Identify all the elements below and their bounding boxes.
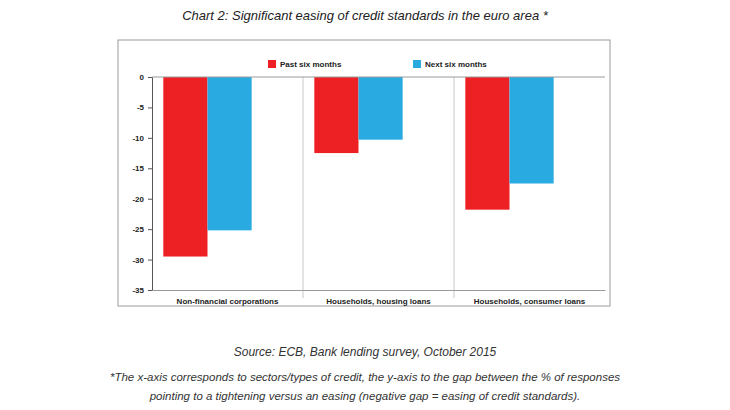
y-tick-label: -35 [132, 286, 144, 295]
y-axis-line [148, 78, 153, 291]
y-tick-label: 0 [140, 73, 145, 82]
y-tick: -30 [132, 256, 152, 265]
bar [314, 77, 358, 153]
x-tick: Households, housing loans [326, 297, 431, 306]
x-tick: Households, consumer loans [474, 297, 586, 306]
legend: Past six months Next six months [268, 60, 487, 69]
y-axis: -35 -30 -25 -20 -15 -10 -5 0 [132, 73, 152, 295]
footnote: pointing to a tightening versus an easin… [149, 390, 581, 402]
x-tick-label: Households, housing loans [326, 297, 431, 306]
y-tick-label: -20 [132, 195, 144, 204]
legend-swatch [413, 60, 421, 68]
y-tick: -35 [132, 286, 152, 295]
x-tick-label: Non-financial corporations [177, 297, 279, 306]
legend-item: Next six months [413, 60, 487, 69]
y-tick: -5 [137, 103, 152, 112]
y-tick-label: -25 [132, 225, 144, 234]
y-tick-mark [148, 260, 152, 261]
y-tick-mark [148, 138, 152, 139]
source: Source: ECB, Bank lending survey, Octobe… [234, 345, 497, 359]
x-axis: Non-financial corporations Households, ho… [153, 291, 606, 306]
legend-item: Past six months [268, 60, 342, 69]
y-tick-mark [148, 199, 152, 200]
bars [163, 77, 553, 257]
y-tick: 0 [140, 73, 152, 82]
y-tick-label: -30 [132, 256, 144, 265]
category-divider [303, 77, 304, 298]
chart-frame [118, 40, 610, 306]
legend-label: Past six months [280, 60, 342, 69]
y-tick-mark [148, 77, 152, 78]
y-tick-mark [148, 107, 152, 108]
bar [465, 77, 509, 210]
y-tick: -10 [132, 134, 152, 143]
y-tick-label: -15 [132, 164, 144, 173]
y-tick: -20 [132, 195, 152, 204]
y-tick-mark [148, 229, 152, 230]
y-tick: -25 [132, 225, 152, 234]
category-divider [454, 77, 455, 298]
y-tick-mark [148, 168, 152, 169]
bar [163, 77, 207, 257]
legend-swatch [268, 60, 276, 68]
legend-label: Next six months [425, 60, 487, 69]
title: Chart 2: Significant easing of credit st… [182, 8, 549, 23]
zero-line [152, 77, 605, 78]
y-tick: -15 [132, 164, 152, 173]
bar [509, 77, 553, 184]
bar [358, 77, 402, 140]
footnote: *The x-axis corresponds to sectors/types… [110, 371, 620, 383]
dividers [303, 77, 454, 298]
y-tick-label: -5 [137, 103, 145, 112]
x-tick-label: Households, consumer loans [474, 297, 586, 306]
x-axis-line [153, 290, 606, 291]
y-tick-mark [148, 290, 152, 291]
x-tick: Non-financial corporations [177, 297, 279, 306]
y-tick-label: -10 [132, 134, 144, 143]
bar [207, 77, 251, 230]
chart: Chart 2: Significant easing of credit st… [0, 0, 730, 410]
